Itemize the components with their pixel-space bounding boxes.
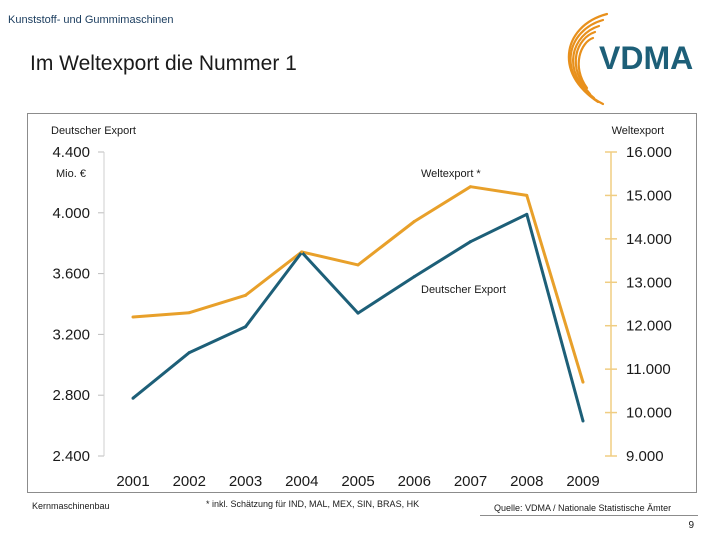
point-deutscher-export bbox=[356, 311, 360, 315]
left-tick-label: 2.800 bbox=[52, 387, 90, 404]
series-line-deutscher-export bbox=[132, 212, 585, 422]
series-line-weltexport bbox=[132, 185, 585, 383]
x-tick-label: 2001 bbox=[116, 473, 149, 490]
point-deutscher-export bbox=[581, 419, 585, 423]
point-deutscher-export bbox=[412, 275, 416, 279]
point-weltexport bbox=[244, 293, 247, 297]
point-deutscher-export bbox=[469, 240, 472, 244]
right-tick-label: 14.000 bbox=[626, 231, 672, 248]
x-tick-label: 2005 bbox=[341, 473, 374, 490]
logo-arcs bbox=[567, 12, 609, 106]
slide-title: Im Weltexport die Nummer 1 bbox=[30, 52, 297, 75]
export-line-chart: Deutscher Export Mio. € Weltexport 2.400… bbox=[51, 125, 672, 490]
slide-kicker: Kunststoff- und Gummimaschinen bbox=[8, 14, 174, 26]
series-label-weltexport: Weltexport * bbox=[421, 168, 481, 180]
right-axis-label: Weltexport bbox=[612, 125, 664, 137]
point-deutscher-export bbox=[244, 325, 247, 329]
point-deutscher-export bbox=[525, 212, 529, 216]
point-weltexport bbox=[469, 185, 472, 189]
x-tick-label: 2008 bbox=[510, 473, 543, 490]
left-axis-unit: Mio. € bbox=[56, 168, 86, 180]
right-tick-label: 10.000 bbox=[626, 405, 672, 422]
x-tick-label: 2003 bbox=[229, 473, 262, 490]
left-tick-label: 3.600 bbox=[52, 266, 90, 283]
x-tick-label: 2004 bbox=[285, 473, 318, 490]
series-label-deutscher-export: Deutscher Export bbox=[421, 284, 506, 296]
left-tick-label: 2.400 bbox=[52, 448, 90, 465]
point-weltexport bbox=[356, 263, 360, 267]
point-deutscher-export bbox=[131, 396, 135, 400]
right-tick-label: 9.000 bbox=[626, 448, 664, 465]
logo-text: VDMA bbox=[599, 40, 693, 76]
x-tick-label: 2009 bbox=[566, 473, 599, 490]
source-note: Quelle: VDMA / Nationale Statistische Äm… bbox=[494, 503, 672, 513]
x-tick-label: 2002 bbox=[173, 473, 206, 490]
vdma-logo: VDMA bbox=[567, 12, 693, 106]
point-weltexport bbox=[131, 315, 135, 319]
left-tick-label: 4.000 bbox=[52, 205, 90, 222]
point-weltexport bbox=[412, 219, 416, 223]
point-weltexport bbox=[187, 311, 191, 315]
right-tick-label: 15.000 bbox=[626, 187, 672, 204]
right-tick-label: 11.000 bbox=[626, 361, 671, 378]
left-tick-label: 4.400 bbox=[52, 144, 90, 161]
point-deutscher-export bbox=[187, 351, 191, 355]
right-tick-label: 16.000 bbox=[626, 144, 672, 161]
point-weltexport bbox=[300, 250, 304, 254]
x-tick-label: 2007 bbox=[454, 473, 487, 490]
point-weltexport bbox=[581, 380, 585, 384]
point-weltexport bbox=[525, 193, 529, 197]
left-tick-label: 3.200 bbox=[52, 326, 90, 343]
page-number: 9 bbox=[688, 520, 694, 531]
footnote: * inkl. Schätzung für IND, MAL, MEX, SIN… bbox=[206, 499, 420, 509]
x-tick-label: 2006 bbox=[398, 473, 431, 490]
chart-frame: Deutscher Export Mio. € Weltexport 2.400… bbox=[27, 113, 697, 493]
footer-left-text: Kernmaschinenbau bbox=[32, 501, 110, 511]
left-axis-label: Deutscher Export bbox=[51, 125, 136, 137]
right-tick-label: 12.000 bbox=[626, 318, 672, 335]
right-tick-label: 13.000 bbox=[626, 274, 672, 291]
footer-divider bbox=[480, 515, 698, 516]
